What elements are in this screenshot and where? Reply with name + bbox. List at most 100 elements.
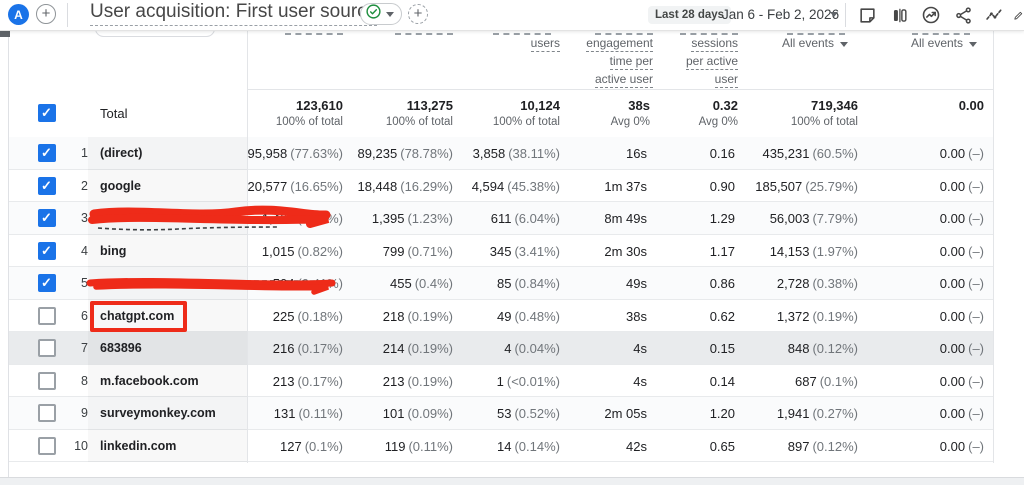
edit-icon-partial[interactable] (1013, 4, 1024, 26)
users-cell: 20,577(16.65%) (247, 179, 343, 194)
table-row[interactable]: 7 683896 216(0.17%) 214(0.19%) 4(0.04%) … (8, 332, 993, 365)
table-row[interactable]: 2 google 20,577(16.65%) 18,448(16.29%) 4… (8, 170, 993, 203)
new-users-cell: 53(0.52%) (497, 406, 560, 421)
users-cell: 504(0.41%) (273, 276, 343, 291)
active-users-cell: 1,395(1.23%) (372, 211, 453, 226)
source-name[interactable]: linkedin.com (100, 439, 176, 453)
row-number: 2 (58, 179, 88, 193)
row-checkbox[interactable] (38, 372, 56, 390)
page-title[interactable]: User acquisition: First user source (90, 1, 377, 26)
ab-compare-icon[interactable] (888, 4, 910, 26)
analytics-report-page: users engagement time per active user se… (0, 0, 1024, 485)
insights-icon[interactable] (983, 4, 1005, 26)
row-checkbox[interactable] (38, 437, 56, 455)
event-count-cell: 897(0.12%) (788, 439, 858, 454)
row-number: 3 (58, 211, 88, 225)
sessions-per-user-cell: 0.16 (710, 146, 738, 161)
table-row[interactable]: 9 surveymonkey.com 131(0.11%) 101(0.09%)… (8, 397, 993, 430)
row-checkbox[interactable] (38, 307, 56, 325)
row-checkbox[interactable] (38, 339, 56, 357)
new-users-cell: 1(<0.01%) (497, 374, 560, 389)
date-range-selector[interactable]: Jan 6 - Feb 2, 2026 (722, 7, 839, 22)
new-users-cell: 3,858(38.11%) (473, 146, 560, 161)
key-events-cell: 0.00(–) (940, 244, 984, 259)
key-events-cell: 0.00(–) (940, 179, 984, 194)
row-checkbox[interactable] (38, 209, 56, 227)
source-name[interactable]: m.facebook.com (100, 374, 199, 388)
chevron-down-icon[interactable] (830, 12, 838, 17)
column-header-stub (787, 31, 845, 35)
column-header-stub (395, 31, 453, 35)
scroll-corner (0, 30, 10, 37)
source-name[interactable]: google (100, 179, 141, 193)
row-number: 6 (58, 309, 88, 323)
users-cell: 127(0.1%) (280, 439, 343, 454)
source-name[interactable]: (direct) (100, 146, 142, 160)
source-name[interactable]: 683896 (100, 341, 142, 355)
report-status-badge[interactable] (360, 3, 402, 25)
event-count-cell: 56,003(7.79%) (770, 211, 858, 226)
table-row[interactable]: 10 linkedin.com 127(0.1%) 119(0.11%) 14(… (8, 430, 993, 463)
divider (845, 3, 846, 27)
new-users-cell: 4,594(45.38%) (472, 179, 560, 194)
row-checkbox[interactable] (38, 404, 56, 422)
column-header-sessions[interactable]: sessions per active user (668, 36, 738, 90)
key-events-cell: 0.00(–) (940, 406, 984, 421)
event-count-cell: 1,372(0.19%) (777, 309, 858, 324)
row-number: 9 (58, 406, 88, 420)
row-number: 10 (58, 439, 88, 453)
total-key-events-cell: 0.00 (959, 98, 984, 116)
table-row[interactable]: 6 chatgpt.com 225(0.18%) 218(0.19%) 49(0… (8, 300, 993, 333)
sessions-per-user-cell: 1.29 (710, 211, 738, 226)
column-header-stub (680, 31, 738, 35)
column-header-engagement-time[interactable]: engagement time per active user (563, 36, 653, 90)
chevron-down-icon[interactable] (969, 42, 977, 47)
new-users-cell: 611(6.04%) (491, 211, 560, 226)
new-users-cell: 49(0.48%) (497, 309, 560, 324)
event-count-cell: 1,941(0.27%) (777, 406, 858, 421)
event-count-cell: 14,153(1.97%) (770, 244, 858, 259)
chevron-down-icon[interactable] (840, 42, 848, 47)
source-name[interactable]: bing (100, 244, 126, 258)
active-users-cell: 455(0.4%) (390, 276, 453, 291)
row-checkbox[interactable] (38, 177, 56, 195)
note-icon[interactable] (856, 4, 878, 26)
table-row[interactable]: 5 504(0.41%) 455(0.4%) 85(0.84%) 49s 0.8… (8, 267, 993, 300)
sessions-per-user-cell: 0.90 (710, 179, 738, 194)
row-checkbox[interactable] (38, 144, 56, 162)
avatar[interactable]: A (8, 4, 29, 25)
share-icon[interactable] (952, 4, 974, 26)
add-comparison-button[interactable]: + (408, 4, 428, 24)
table-row[interactable]: 1 (direct) 95,958(77.63%) 89,235(78.78%)… (8, 137, 993, 170)
table-row[interactable]: 8 m.facebook.com 213(0.17%) 213(0.19%) 1… (8, 365, 993, 398)
table-total-row: Total 123,610100% of total 113,275100% o… (8, 90, 993, 138)
source-name[interactable]: chatgpt.com (100, 309, 174, 323)
select-all-checkbox[interactable] (38, 104, 56, 122)
key-events-cell: 0.00(–) (940, 211, 984, 226)
table-row[interactable]: 3 1,460(1.18%) 1,395(1.23%) 611(6.04%) 8… (8, 202, 993, 235)
event-count-cell: 185,507(25.79%) (755, 179, 858, 194)
engagement-time-cell: 8m 49s (604, 211, 650, 226)
column-header-users[interactable]: users (531, 36, 560, 54)
column-header-stub (493, 31, 551, 35)
engagement-time-cell: 4s (633, 374, 650, 389)
active-users-cell: 214(0.19%) (383, 341, 453, 356)
horizontal-scrollbar-track[interactable] (0, 477, 1024, 485)
engagement-time-cell: 1m 37s (604, 179, 650, 194)
table-row[interactable]: 4 bing 1,015(0.82%) 799(0.71%) 345(3.41%… (8, 235, 993, 268)
event-count-cell: 435,231(60.5%) (762, 146, 858, 161)
add-report-button[interactable]: + (36, 4, 56, 24)
row-checkbox[interactable] (38, 274, 56, 292)
trend-explore-icon[interactable] (920, 4, 942, 26)
chevron-down-icon (386, 12, 394, 17)
row-number: 5 (58, 276, 88, 290)
column-header-all-events-2[interactable]: All events (911, 36, 977, 53)
row-checkbox[interactable] (38, 242, 56, 260)
source-name[interactable]: surveymonkey.com (100, 406, 216, 420)
header-bottom-border (247, 89, 993, 90)
active-users-cell: 218(0.19%) (383, 309, 453, 324)
active-users-cell: 799(0.71%) (383, 244, 453, 259)
column-header-all-events-1[interactable]: All events (782, 36, 848, 53)
event-count-cell: 848(0.12%) (788, 341, 858, 356)
key-events-cell: 0.00(–) (940, 146, 984, 161)
